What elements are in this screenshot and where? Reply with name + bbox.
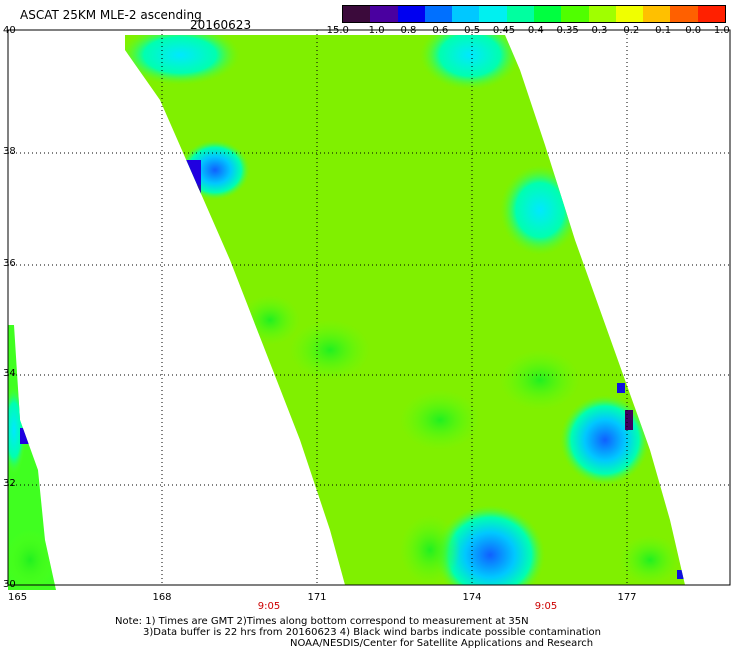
colorbar-swatch [533, 6, 562, 22]
colorbar-label: 1.0 [713, 25, 730, 36]
time-label: 9:05 [257, 601, 281, 612]
lon-label: 165 [8, 592, 28, 603]
lon-label: 174 [462, 592, 482, 603]
note-line-3: NOAA/NESDIS/Center for Satellite Applica… [290, 638, 594, 649]
map-date: 20160623 [190, 18, 252, 32]
lat-label: 40 [3, 25, 16, 36]
colorbar-swatch [424, 6, 453, 22]
lat-label: 32 [3, 478, 16, 489]
swath-main [125, 35, 685, 585]
lat-label: 30 [3, 579, 16, 590]
note-line-1: Note: 1) Times are GMT 2)Times along bot… [115, 616, 529, 627]
colorbar-label: -0.45 [489, 25, 516, 36]
colorbar-swatch [343, 6, 371, 22]
colorbar-label: -0.4 [524, 25, 544, 36]
colorbar-label: -15.0 [323, 25, 349, 36]
colorbar-swatch [588, 6, 616, 22]
colorbar-swatch [561, 6, 589, 22]
map-title: ASCAT 25KM MLE-2 ascending [20, 8, 202, 22]
colorbar-swatch [397, 6, 425, 22]
colorbar-label: -0.8 [396, 25, 417, 36]
colorbar-swatch [615, 6, 644, 22]
colorbar-swatch [370, 6, 398, 22]
colorbar-swatch [506, 6, 534, 22]
colorbar-label: -0.3 [587, 25, 608, 36]
colorbar-swatch [452, 6, 480, 22]
lon-label: 171 [307, 592, 327, 603]
colorbar [342, 5, 726, 23]
colorbar-swatch [479, 6, 507, 22]
colorbar-label: 0.0 [685, 25, 702, 36]
lat-label: 36 [3, 258, 16, 269]
colorbar-label: -0.35 [552, 25, 579, 36]
lat-label: 38 [3, 146, 16, 157]
gridlines [8, 30, 730, 585]
lon-label: 168 [152, 592, 172, 603]
colorbar-swatch [697, 6, 725, 22]
colorbar-label: -0.2 [619, 25, 640, 36]
time-label: 9:05 [534, 601, 558, 612]
colorbar-label: -0.6 [428, 25, 449, 36]
swath-left [8, 325, 56, 590]
note-line-2: 3)Data buffer is 22 hrs from 20160623 4)… [143, 627, 601, 638]
colorbar-label: -1.0 [365, 25, 385, 36]
lat-label: 34 [3, 368, 16, 379]
colorbar-label: -0.5 [460, 25, 481, 36]
colorbar-swatch [643, 6, 671, 22]
colorbar-label: -0.1 [651, 25, 672, 36]
lon-label: 177 [617, 592, 637, 603]
colorbar-swatch [670, 6, 698, 22]
